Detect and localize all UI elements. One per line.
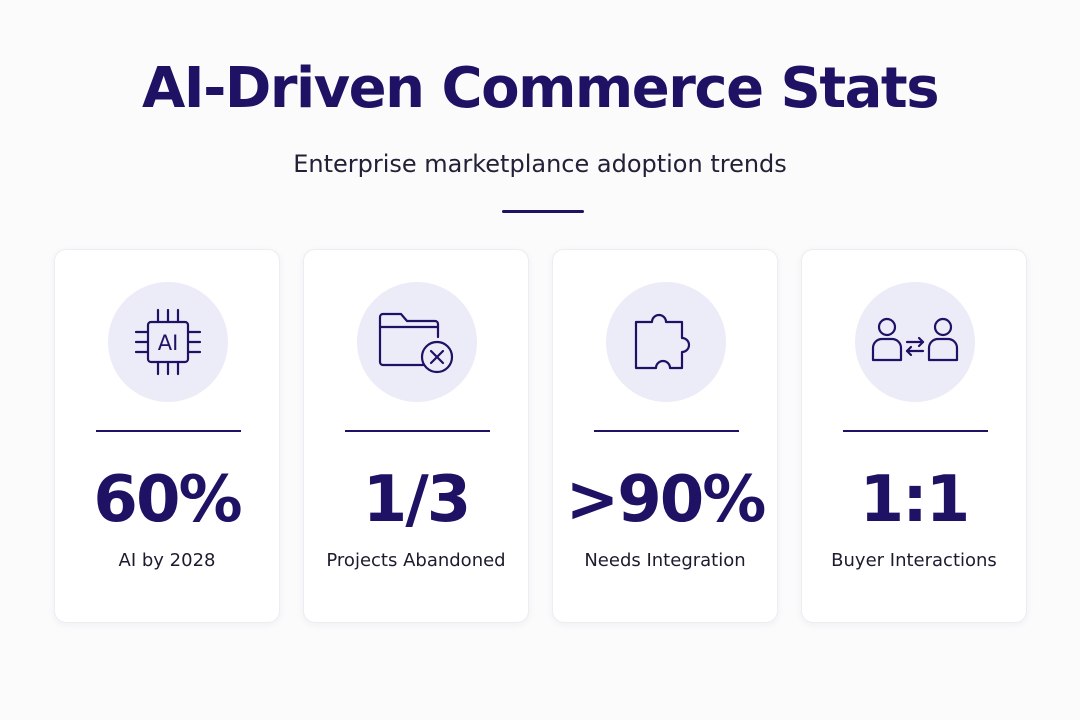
stat-value: >90% bbox=[565, 463, 767, 537]
folder-cancel-icon bbox=[378, 312, 454, 374]
title-divider bbox=[502, 210, 584, 213]
card-divider bbox=[594, 430, 739, 432]
stat-label: Needs Integration bbox=[584, 550, 746, 571]
card-divider bbox=[345, 430, 490, 432]
stat-value: 1/3 bbox=[362, 463, 471, 537]
icon-badge bbox=[357, 282, 477, 402]
stat-value: 1:1 bbox=[859, 463, 971, 537]
card-divider bbox=[843, 430, 988, 432]
page-title: AI-Driven Commerce Stats bbox=[141, 56, 940, 121]
stat-label: Projects Abandoned bbox=[326, 550, 506, 571]
card-divider bbox=[96, 430, 241, 432]
icon-badge bbox=[606, 282, 726, 402]
stat-label: AI by 2028 bbox=[118, 550, 216, 571]
svg-text:AI: AI bbox=[158, 331, 179, 355]
people-exchange-icon bbox=[871, 317, 959, 362]
stat-value: 60% bbox=[93, 463, 242, 537]
stat-card-buyer: 1:1 Buyer Interactions bbox=[801, 249, 1027, 623]
stat-cards: AI 60% AI by 2028 1/3 Projects Abandoned bbox=[54, 249, 1027, 623]
icon-badge bbox=[855, 282, 975, 402]
stat-label: Buyer Interactions bbox=[831, 550, 997, 571]
page-subtitle: Enterprise marketplance adoption trends bbox=[293, 150, 787, 178]
icon-badge: AI bbox=[108, 282, 228, 402]
stat-card-integration: >90% Needs Integration bbox=[552, 249, 778, 623]
ai-chip-icon: AI bbox=[134, 308, 202, 376]
puzzle-piece-icon bbox=[634, 313, 691, 370]
stat-card-projects: 1/3 Projects Abandoned bbox=[303, 249, 529, 623]
stat-card-ai: AI 60% AI by 2028 bbox=[54, 249, 280, 623]
